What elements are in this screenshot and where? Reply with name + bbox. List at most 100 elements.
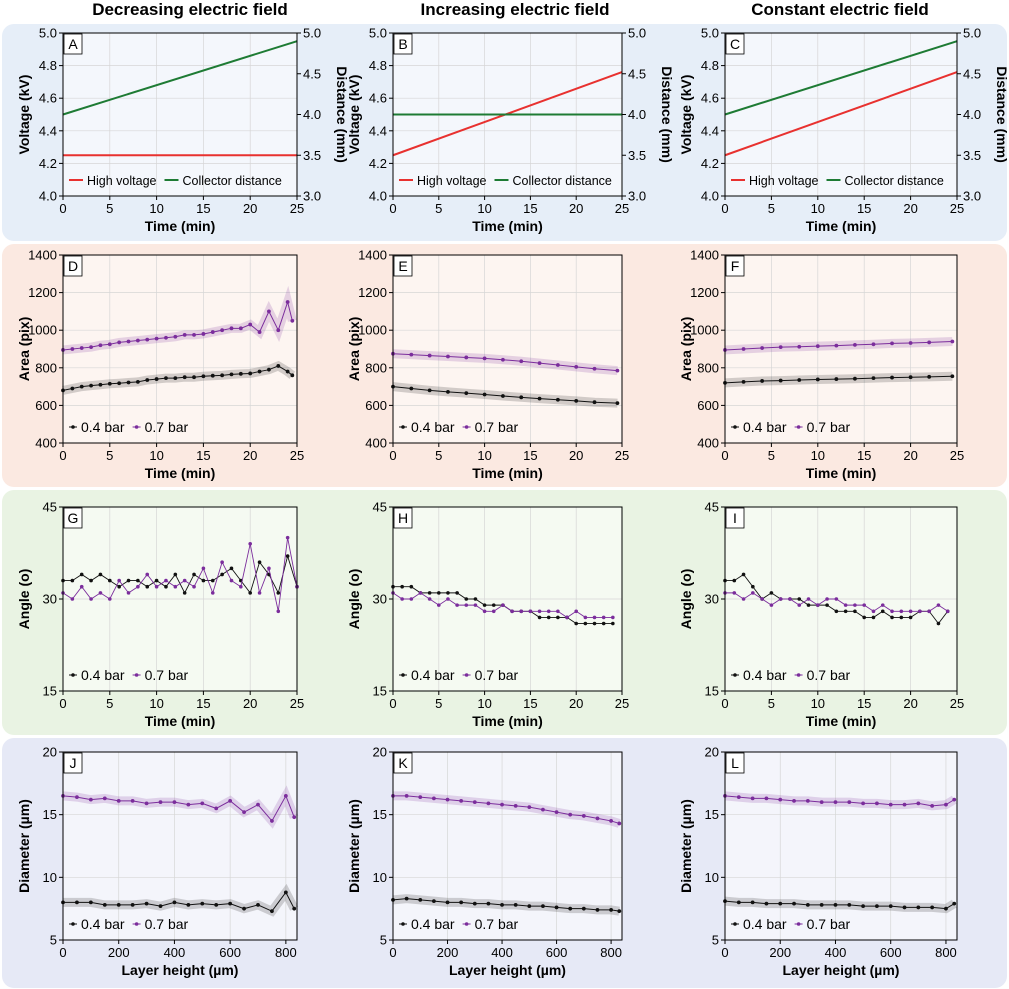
plot-frame: [62, 254, 298, 444]
y-tick-label: 30: [373, 592, 387, 607]
data-point: [192, 375, 196, 380]
data-point: [437, 603, 441, 607]
data-point: [556, 609, 560, 614]
y2-tick-label: 4.0: [303, 107, 321, 122]
x-tick-label: 800: [935, 945, 957, 960]
panel-letter-box: [393, 507, 413, 529]
data-point: [797, 597, 802, 601]
x-tick-label: 5: [106, 696, 113, 711]
data-point: [778, 797, 783, 802]
data-point: [888, 802, 893, 807]
data-point: [409, 352, 414, 357]
legend-marker: [464, 922, 469, 926]
data-point: [555, 397, 560, 402]
y-tick-label: 15: [373, 807, 387, 822]
x-tick-label: 25: [950, 448, 964, 463]
y-axis-label: Area (pix): [346, 317, 362, 382]
y-axis-label: Angle (o): [678, 569, 694, 630]
y-tick-label: 4.4: [39, 123, 57, 138]
data-point: [107, 342, 112, 347]
data-point: [431, 796, 436, 801]
x-tick-label: 25: [615, 448, 629, 463]
data-point: [116, 903, 121, 907]
data-point: [409, 386, 414, 391]
data-point: [285, 369, 290, 374]
data-point: [79, 584, 84, 589]
x-tick-label: 5: [768, 448, 775, 463]
data-point: [79, 346, 84, 350]
legend-label: 0.4 bar: [411, 419, 455, 435]
chart-panel-k: 0 200 400 600 800 5 10 15 20 K Layer height (µm) Di…: [346, 745, 623, 978]
data-point: [482, 603, 487, 607]
y2-tick-label: 5.0: [963, 26, 981, 41]
data-point: [890, 341, 894, 346]
data-point: [736, 795, 741, 800]
data-point: [592, 615, 597, 620]
data-point: [144, 901, 149, 906]
y-tick-label: 4.8: [701, 58, 719, 73]
data-point: [541, 807, 545, 812]
legend-marker: [401, 425, 405, 429]
series-line: [724, 71, 958, 157]
data-point: [283, 793, 288, 798]
data-point: [769, 603, 774, 607]
data-point: [611, 621, 615, 626]
panel-letter-box: [393, 255, 413, 277]
y2-tick-label: 3.0: [963, 189, 981, 204]
y-tick-label: 1000: [690, 323, 719, 338]
y-tick-label: 4.6: [39, 91, 57, 106]
x-tick-label: 0: [389, 448, 396, 463]
data-point: [601, 621, 606, 626]
data-point: [778, 597, 783, 601]
legend-label: 0.7 bar: [807, 667, 851, 683]
x-tick-label: 200: [108, 945, 130, 960]
data-point: [400, 597, 404, 601]
data-point: [285, 535, 290, 540]
x-tick-label: 0: [721, 696, 728, 711]
y-axis-label: Voltage (kV): [346, 75, 362, 155]
legend-label: 0.7 bar: [145, 916, 189, 932]
series-line: [393, 795, 620, 824]
data-point: [908, 375, 913, 380]
data-point: [847, 903, 852, 907]
data-point: [464, 597, 469, 601]
y-tick-label: 5: [712, 933, 719, 948]
x-tick-label: 20: [243, 448, 257, 463]
panel-letter: I: [733, 510, 737, 526]
data-point: [853, 609, 857, 614]
data-point: [847, 800, 852, 805]
legend-label: 0.4 bar: [411, 916, 455, 932]
x-tick-label: 10: [811, 696, 825, 711]
y-tick-label: 4.4: [369, 123, 387, 138]
data-point: [519, 609, 524, 614]
data-point: [609, 819, 613, 823]
data-point: [815, 377, 820, 382]
data-point: [583, 615, 588, 620]
plot-area: [63, 255, 297, 443]
data-point: [760, 379, 765, 383]
data-point: [916, 801, 921, 806]
x-tick-label: 5: [106, 448, 113, 463]
data-point: [760, 597, 764, 601]
data-point: [843, 603, 848, 607]
data-point: [875, 801, 879, 806]
y2-tick-label: 5.0: [303, 26, 321, 41]
panel-letter: A: [68, 36, 78, 52]
data-point: [464, 355, 469, 360]
data-point: [862, 603, 866, 607]
legend-label: 0.4 bar: [81, 419, 125, 435]
data-point: [136, 578, 140, 583]
x-tick-label: 0: [59, 696, 66, 711]
data-point: [601, 615, 606, 620]
x-tick-label: 10: [477, 448, 491, 463]
y-axis-label: Diameter (µm): [346, 799, 362, 893]
data-point: [927, 609, 931, 614]
y-axis-label: Angle (o): [16, 569, 32, 630]
data-point: [833, 903, 838, 907]
data-point: [164, 376, 168, 381]
chart-panel-f: 0 5 10 15 20 25 400 600 800 1000 1200 1400 F Time (mi…: [678, 248, 964, 482]
data-point: [510, 609, 514, 614]
plot-frame: [724, 32, 958, 197]
data-point: [126, 380, 131, 385]
plot-area: [393, 255, 622, 443]
